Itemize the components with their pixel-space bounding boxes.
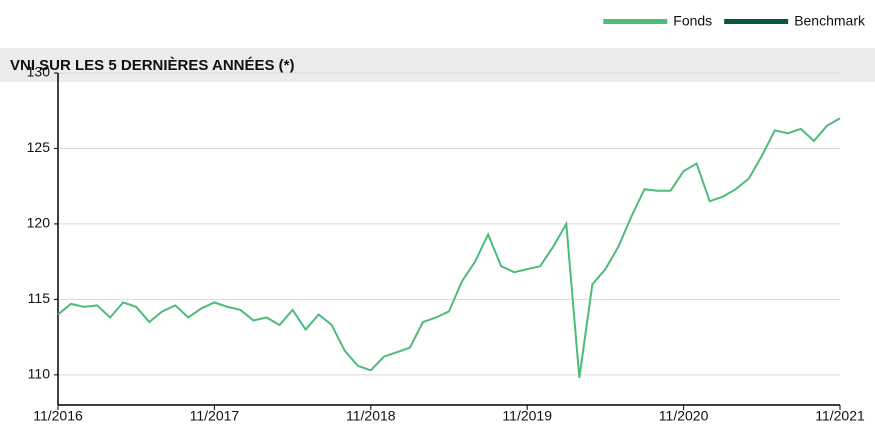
y-tick-label: 115: [28, 290, 51, 306]
legend-swatch: [603, 19, 668, 24]
legend-label: Fonds: [673, 13, 712, 29]
x-tick-label: 11/2016: [33, 408, 83, 424]
line-series: [57, 117, 841, 378]
x-tick-label: 11/2019: [502, 408, 552, 424]
y-tick-label: 130: [27, 64, 51, 80]
x-tick-label: 11/2018: [346, 408, 396, 424]
legend-label: Benchmark: [794, 13, 866, 29]
y-tick-label: 120: [27, 215, 51, 231]
x-tick-label: 11/2017: [190, 408, 240, 424]
legend-swatch: [724, 19, 789, 24]
y-tick-label: 125: [27, 139, 51, 155]
x-tick-label: 11/2021: [815, 408, 865, 424]
title-bar: [0, 48, 875, 82]
y-tick-label: 110: [28, 366, 51, 382]
chart-title: VNI SUR LES 5 DERNIÈRES ANNÉES (*): [10, 57, 295, 74]
x-tick-label: 11/2020: [659, 408, 709, 424]
